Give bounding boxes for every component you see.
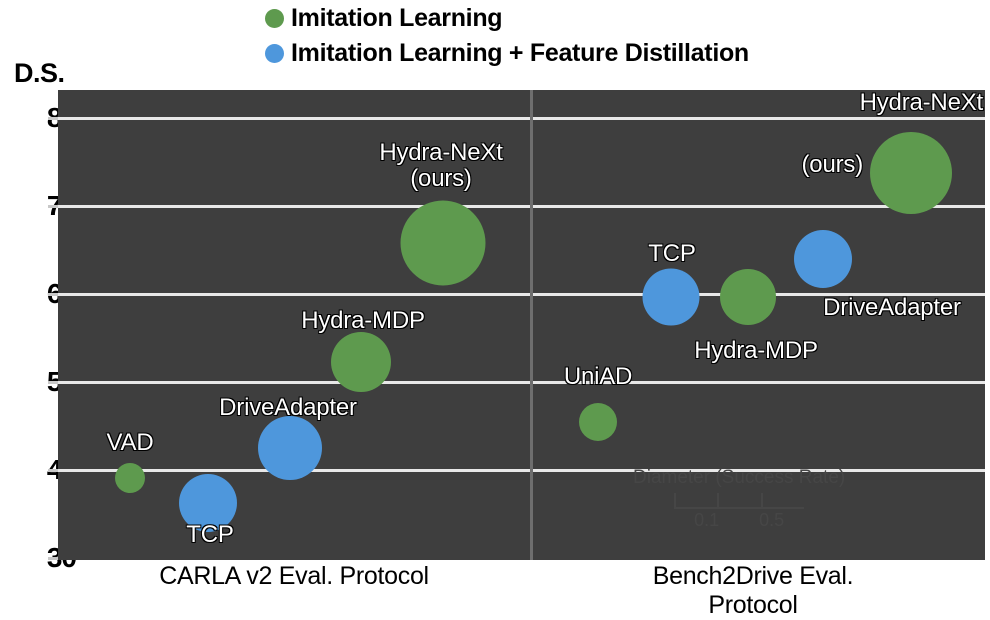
- y-tick-mark: [48, 381, 58, 384]
- point-label-hydra-mdp: Hydra-MDP: [301, 307, 425, 334]
- bubble-tcp[interactable]: [642, 268, 700, 326]
- y-tick-mark: [48, 557, 58, 560]
- gridline-70: [58, 205, 985, 208]
- y-tick-mark: [48, 293, 58, 296]
- point-label-line1: Hydra-NeXt: [379, 139, 503, 166]
- bubble-hydra-next-ours[interactable]: [400, 200, 486, 286]
- bubble-hydra-next-ours[interactable]: [870, 132, 952, 214]
- legend-swatch-blue: [265, 44, 284, 63]
- point-label-hydra-next-ours-line2: (ours): [801, 151, 864, 178]
- legend-label: Imitation Learning: [291, 4, 503, 32]
- y-tick-mark: [48, 205, 58, 208]
- legend-label: Imitation Learning + Feature Distillatio…: [291, 39, 749, 67]
- gridline-80: [58, 117, 985, 120]
- y-axis-title: D.S.: [14, 58, 65, 88]
- x-axis-label-carla: CARLA v2 Eval. Protocol: [159, 562, 429, 590]
- point-label-hydra-next-ours: Hydra-NeXt (ours): [379, 139, 503, 192]
- y-tick-mark: [48, 469, 58, 472]
- size-legend-values: 0.1 0.5: [674, 509, 804, 531]
- bubble-driveadapter[interactable]: [258, 416, 322, 480]
- point-label-tcp: TCP: [648, 240, 696, 267]
- gridline-50: [58, 381, 985, 384]
- point-label-uniad: UniAD: [563, 363, 633, 390]
- point-label-driveadapter: DriveAdapter: [219, 394, 357, 421]
- bubble-hydra-mdp[interactable]: [720, 269, 776, 325]
- point-label-hydra-mdp: Hydra-MDP: [694, 337, 818, 364]
- point-label-vad: VAD: [106, 429, 154, 456]
- bubble-tcp[interactable]: [179, 474, 237, 532]
- point-label-line2: (ours): [410, 164, 472, 192]
- bubble-uniad[interactable]: [579, 403, 617, 441]
- legend-item-imitation-learning-feature-distillation: Imitation Learning + Feature Distillatio…: [265, 41, 749, 66]
- legend-item-imitation-learning: Imitation Learning: [265, 4, 503, 32]
- y-tick-mark: [48, 117, 58, 120]
- point-label-hydra-next-ours-line1: Hydra-NeXt: [859, 90, 984, 116]
- size-legend-min: 0.1: [694, 509, 720, 530]
- gridline-40: [58, 469, 985, 472]
- point-label-driveadapter: DriveAdapter: [823, 294, 961, 321]
- bubble-driveadapter[interactable]: [794, 230, 852, 288]
- panel-divider: [530, 90, 533, 560]
- legend-swatch-green: [265, 9, 284, 28]
- point-label-tcp: TCP: [186, 521, 234, 548]
- x-axis-label-bench2drive: Bench2Drive Eval. Protocol: [652, 562, 854, 619]
- size-legend-max: 0.5: [759, 509, 785, 530]
- chart-legend: Imitation Learning Imitation Learning + …: [0, 6, 990, 78]
- bubble-vad[interactable]: [115, 463, 145, 493]
- bubble-hydra-mdp[interactable]: [331, 332, 391, 392]
- size-legend-bar: [674, 492, 805, 509]
- gridline-60: [58, 293, 985, 296]
- plot-area: Diameter (Success Rate) 0.1 0.5 VAD TCP …: [58, 90, 985, 560]
- size-legend-watermark: Diameter (Success Rate) 0.1 0.5: [633, 467, 845, 531]
